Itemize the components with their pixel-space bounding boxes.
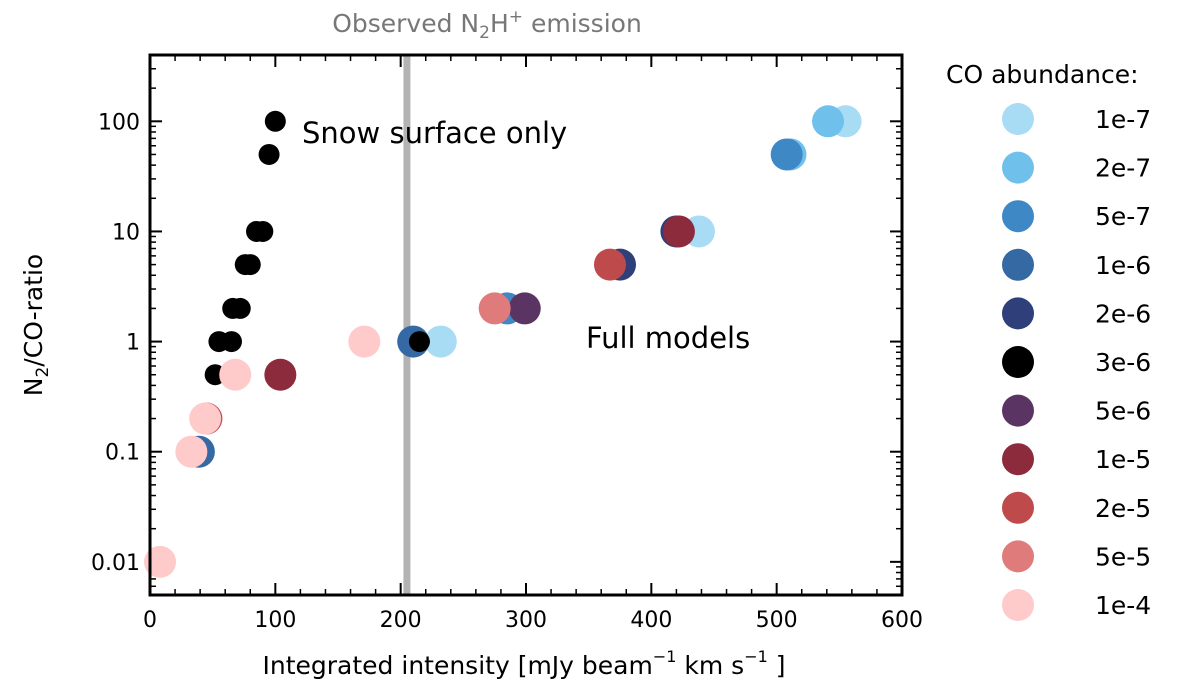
y-axis-title: N2/CO-ratio [19, 254, 53, 396]
x-tick-label: 0 [143, 608, 157, 633]
data-point-1e-5 [264, 358, 297, 391]
legend-label: 5e-6 [1095, 397, 1151, 426]
y-tick-label: 10 [112, 220, 140, 245]
data-point-3e-6 [408, 331, 430, 353]
legend-label: 1e-4 [1095, 591, 1151, 620]
data-point-1e-4 [219, 358, 252, 391]
legend-label: 2e-5 [1095, 494, 1151, 523]
data-point-3e-6 [264, 110, 286, 132]
legend-label: 1e-6 [1095, 251, 1151, 280]
data-point-5e-6 [508, 292, 541, 325]
data-point-1e-4 [175, 435, 208, 468]
legend-label: 2e-7 [1095, 154, 1151, 183]
plot-area: 0.01 0.1 1 10 100 0 100 200 300 400 500 600 [91, 53, 923, 633]
legend-label: 2e-6 [1095, 299, 1151, 328]
y-tick-label: 0.1 [105, 441, 140, 466]
data-point-5e-5 [478, 292, 511, 325]
observed-line-label: Observed N2H+ emission [332, 7, 642, 43]
x-axis-title: Integrated intensity [mJy beam−1 km s−1 … [263, 647, 786, 680]
data-point-1e-4 [144, 545, 177, 578]
x-tick-label: 400 [630, 608, 672, 633]
legend-marker-1e-6 [1002, 248, 1034, 281]
data-point-2e-5 [593, 248, 626, 281]
data-point-3e-6 [252, 220, 274, 242]
legend-marker-5e-6 [1002, 394, 1034, 427]
data-point-3e-6 [239, 254, 261, 276]
annotation-full-models: Full models [586, 321, 750, 355]
annotation-snow-surface: Snow surface only [302, 116, 567, 150]
y-tick-label: 1 [126, 331, 140, 356]
legend-label: 1e-5 [1095, 445, 1151, 474]
data-point-1e-4 [189, 402, 222, 435]
data-point-2e-7 [812, 105, 845, 138]
legend-label: 5e-5 [1095, 542, 1151, 571]
plot-frame [148, 53, 904, 597]
data-point-3e-6 [220, 331, 242, 353]
data-point-1e-7 [424, 325, 457, 358]
legend: 1e-7 2e-7 5e-7 1e-6 2e-6 3e-6 5e-6 1e-5 2e-5 5e-5… [1002, 103, 1151, 621]
legend-marker-1e-5 [1002, 443, 1034, 476]
data-point-1e-5 [662, 215, 695, 248]
legend-marker-5e-5 [1002, 540, 1034, 573]
legend-marker-2e-5 [1002, 491, 1034, 524]
legend-title: CO abundance: [946, 60, 1139, 89]
data-point-5e-7 [770, 138, 803, 171]
data-point-3e-6 [258, 143, 280, 165]
x-tick-label: 300 [505, 608, 547, 633]
y-tick-label: 0.01 [91, 551, 140, 576]
legend-label: 3e-6 [1095, 348, 1151, 377]
legend-marker-3e-6 [1002, 346, 1034, 378]
legend-marker-1e-7 [1002, 103, 1034, 135]
data-point-3e-6 [229, 297, 251, 319]
legend-label: 1e-7 [1095, 105, 1151, 134]
x-tick-label: 500 [756, 608, 798, 633]
x-tick-label: 200 [380, 608, 422, 633]
x-tick-label: 100 [254, 608, 296, 633]
x-tick-label: 600 [881, 608, 923, 633]
legend-marker-5e-7 [1002, 200, 1034, 233]
legend-marker-1e-4 [1002, 589, 1034, 621]
legend-marker-2e-6 [1002, 297, 1034, 330]
data-point-1e-4 [348, 325, 381, 358]
y-tick-label: 100 [98, 110, 140, 135]
legend-label: 5e-7 [1095, 202, 1151, 231]
legend-marker-2e-7 [1002, 151, 1034, 184]
